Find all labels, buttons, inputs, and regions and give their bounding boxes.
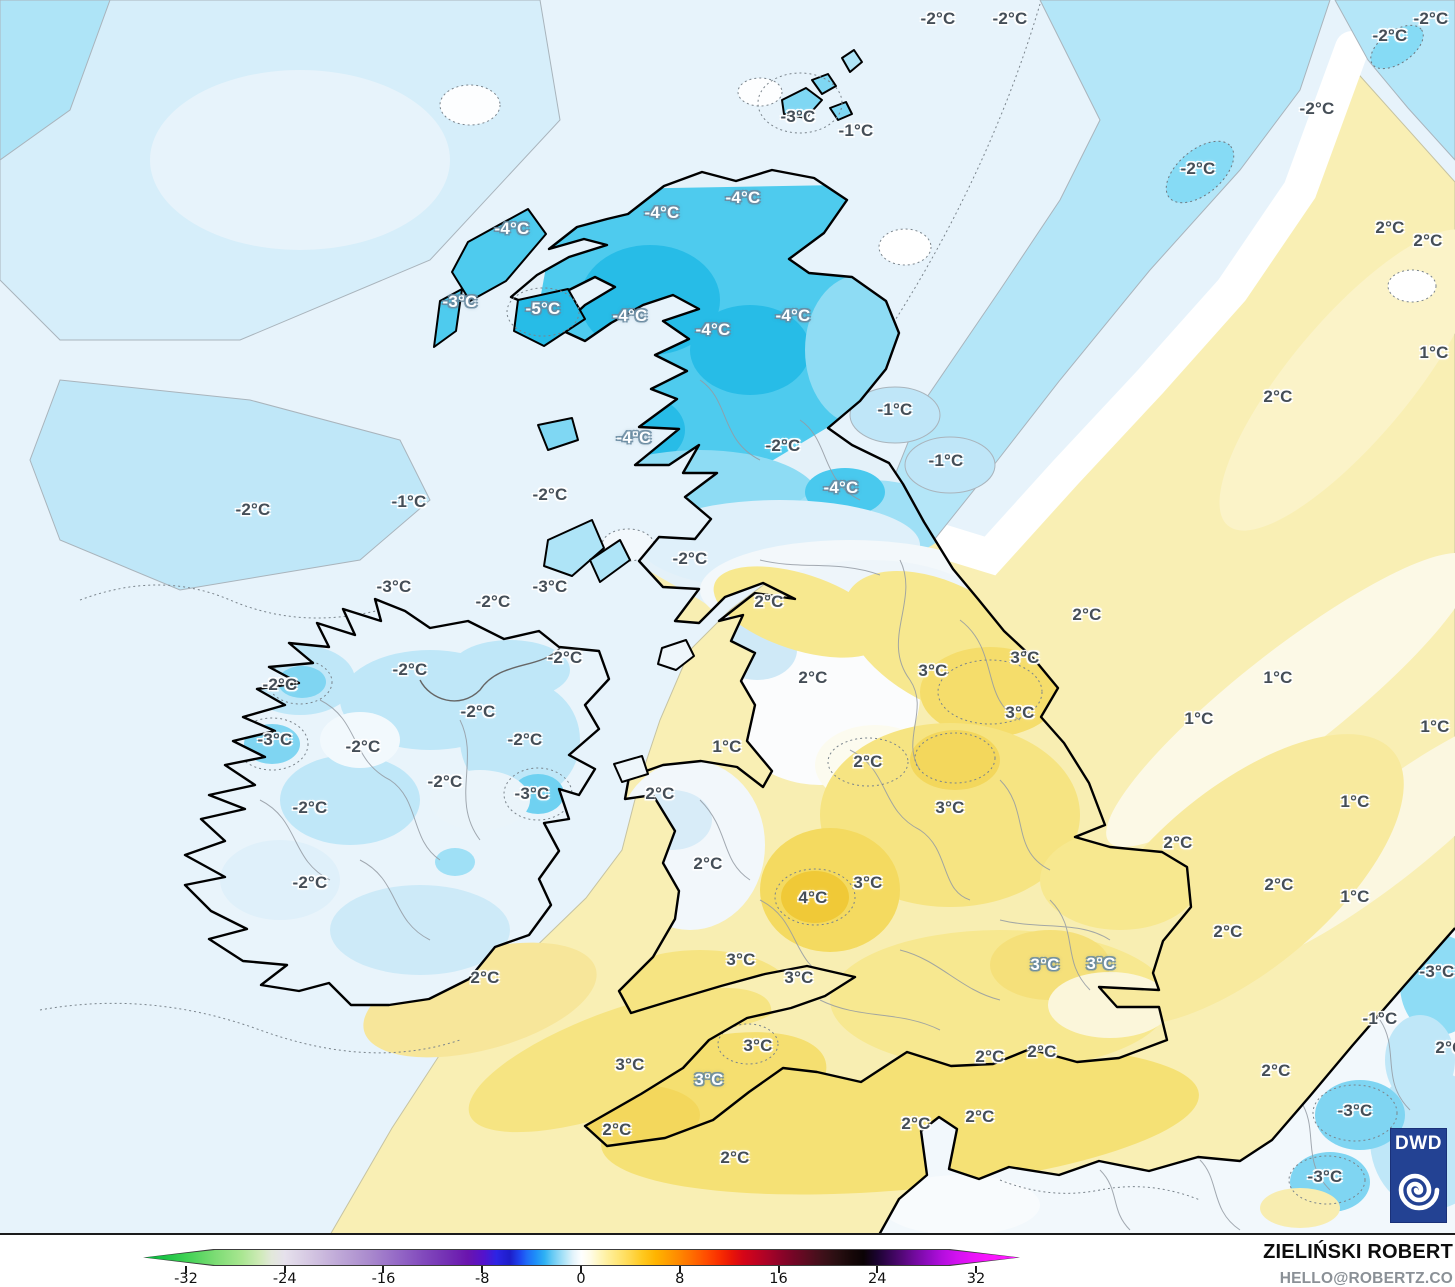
legend-tick-mark: [580, 1266, 582, 1273]
legend-tick-label: 24: [868, 1271, 887, 1287]
legend-tick-label: 32: [966, 1271, 986, 1287]
legend-tick-mark: [481, 1266, 484, 1273]
legend-tick-mark: [678, 1266, 681, 1273]
legend-tick-mark: [283, 1266, 286, 1273]
legend-tick-label: -24: [272, 1271, 297, 1287]
legend-colorbar: [145, 1250, 1018, 1265]
attribution-contact: HELLO@ROBERTZ.CO: [1279, 1270, 1453, 1287]
map-bottom-divider: [0, 1233, 1455, 1235]
legend-tick-mark: [184, 1266, 187, 1273]
attribution: ZIELIŃSKI ROBERT HELLO@ROBERTZ.CO: [1263, 1241, 1453, 1287]
attribution-author: ZIELIŃSKI ROBERT: [1263, 1241, 1453, 1263]
legend-tick-label: 16: [769, 1271, 788, 1287]
weather-map: -2°C -2°C -2°C -2°C -2°C -3°C -1°C -2°C -4°C -4°C…: [0, 0, 1455, 1235]
dwd-logo: DWD: [1390, 1128, 1447, 1223]
dwd-spiral-icon: [1398, 1173, 1440, 1211]
legend-tick-label: -8: [475, 1271, 490, 1287]
legend-tick-label: -16: [371, 1271, 396, 1287]
legend-tick-mark: [382, 1266, 385, 1273]
dwd-logo-text: DWD: [1395, 1133, 1442, 1154]
legend-tick-label: -32: [174, 1271, 198, 1287]
legend-tick-mark: [975, 1266, 977, 1273]
map-canvas: [0, 0, 1455, 1235]
legend-tick-mark: [777, 1266, 780, 1273]
legend-tick-label: 8: [675, 1271, 685, 1287]
legend-tick-mark: [876, 1266, 879, 1273]
legend-tick-label: 0: [576, 1271, 586, 1287]
